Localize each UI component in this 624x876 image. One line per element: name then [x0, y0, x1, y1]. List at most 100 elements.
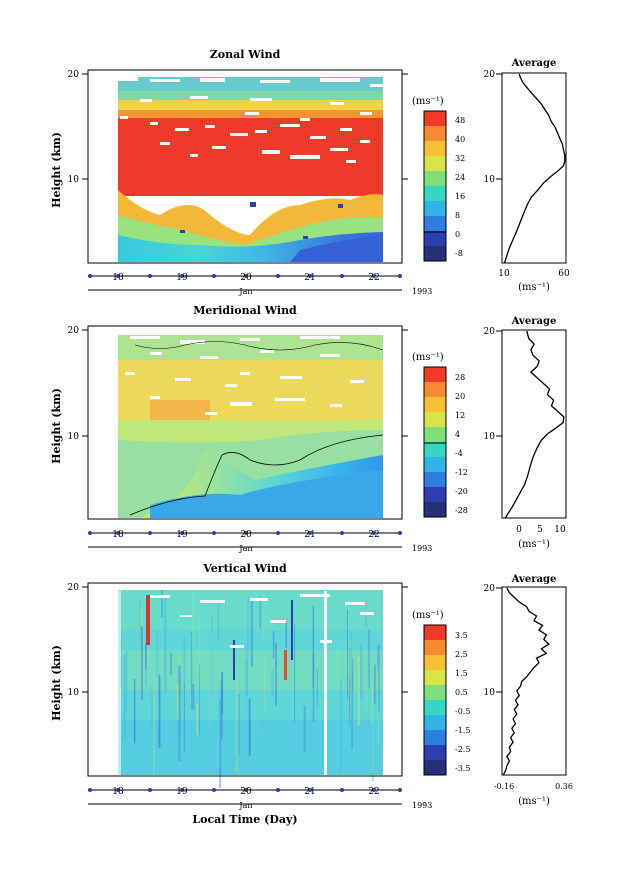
colorbar-swatch [424, 442, 446, 458]
colorbar-unit: (ms⁻¹) [412, 352, 444, 363]
x-tick-label: 21 [304, 530, 315, 540]
y-tick-label: 20 [484, 70, 496, 80]
colorbar-swatch [424, 472, 446, 488]
colorbar-swatch [424, 670, 446, 686]
x-tick-label: 22 [368, 787, 379, 797]
colorbar-swatches [424, 111, 446, 262]
field-streak [272, 631, 275, 659]
missing-data-mask [118, 591, 374, 775]
colorbar: (ms⁻¹) 3.5 2.5 1.5 0.5 -0.5 -1.5 -2.5 -3… [412, 610, 470, 776]
month-label: Jan [238, 287, 252, 296]
y-tick-label: 10 [484, 432, 496, 442]
field-streak [192, 683, 195, 710]
y-axis: 20 10 Height (km) [50, 70, 408, 208]
average-title: Average [511, 58, 557, 69]
field-streak [312, 653, 315, 723]
colorbar-swatch [424, 457, 446, 473]
field-streak [368, 629, 370, 689]
x-axis: 18 19 20 21 22 Jan 1993 [88, 530, 432, 553]
field-streak [153, 676, 155, 775]
field-streak [191, 631, 193, 710]
colorbar-swatch [424, 502, 446, 518]
y-tick-label: 10 [484, 175, 496, 185]
field-streak [263, 658, 265, 710]
field-core-red [118, 118, 383, 196]
field-streak [151, 677, 154, 700]
colorbar-swatch [424, 487, 446, 503]
field-upper-band-2 [118, 77, 383, 91]
year-label: 1993 [412, 801, 432, 810]
colorbar-swatch [424, 141, 446, 157]
colorbar-tick: -20 [455, 487, 468, 496]
colorbar-ticks: 48 40 32 24 16 8 0 -8 [455, 116, 465, 258]
colorbar-tick: 0 [455, 230, 460, 239]
field-streak [252, 594, 255, 629]
colorbar-swatch [424, 685, 446, 701]
y-tick-label: 20 [484, 327, 496, 337]
x-tick-label: -0.16 [494, 782, 515, 791]
year-label: 1993 [412, 544, 432, 553]
colorbar-swatch [424, 625, 446, 641]
field-streak [196, 703, 199, 736]
colorbar-tick: -0.5 [455, 707, 470, 716]
field-streak [217, 600, 220, 640]
x-tick-label: 18 [112, 530, 124, 540]
month-label: Jan [238, 801, 252, 810]
field-streak [221, 689, 223, 738]
colorbar-tick: 1.5 [455, 669, 468, 678]
colorbar-swatches [424, 367, 446, 518]
panel-vertical-average: Average 20 10 -0.16 0.36 (ms⁻¹) [484, 574, 573, 807]
field-streak [139, 598, 141, 643]
colorbar-tick: 20 [455, 392, 465, 401]
x-tick-label: 10 [498, 269, 510, 279]
zero-contour [129, 434, 384, 516]
panel-zonal-average: Average 20 10 10 60 (ms⁻¹) [484, 58, 570, 293]
panel-zonal-wind: Zonal Wind [50, 48, 465, 296]
plot-frame [87, 582, 403, 777]
x-axis-unit: (ms⁻¹) [518, 282, 550, 293]
field-streak [150, 685, 153, 727]
field-streak [183, 683, 185, 753]
x-tick-label: 20 [240, 787, 252, 797]
y-axis: 20 10 Height (km) [50, 583, 408, 721]
field-streak [218, 684, 220, 769]
field-streak [161, 590, 163, 617]
x-tick-label: 21 [304, 787, 315, 797]
field-streak [371, 685, 374, 725]
field-streak [132, 620, 135, 684]
colorbar-swatch [424, 171, 446, 187]
y-tick-label: 20 [68, 583, 80, 593]
x-tick-label: 20 [240, 273, 252, 283]
colorbar-swatch [424, 745, 446, 761]
y-tick-label: 10 [68, 175, 80, 185]
field-streak [374, 664, 376, 704]
x-tick-label: 20 [240, 530, 252, 540]
colorbar-swatch [424, 186, 446, 202]
colorbar-unit: (ms⁻¹) [412, 96, 444, 107]
field-streak [250, 599, 253, 667]
colorbar-swatch [424, 382, 446, 398]
field-streak [238, 693, 240, 754]
panel-vertical-wind: Vertical Wind 20 10 Height (km) [50, 562, 470, 826]
x-tick-label: 21 [304, 273, 315, 283]
colorbar-swatch [424, 201, 446, 217]
colorbar-swatch [424, 246, 446, 262]
field-strong-streak [146, 595, 150, 645]
x-tick-label: 22 [368, 273, 379, 283]
heatmap-field [118, 77, 383, 262]
time-axis-label: Local Time (Day) [192, 813, 297, 826]
field-streak [199, 663, 201, 735]
field-streak [263, 592, 265, 642]
x-tick-label: 18 [112, 273, 124, 283]
colorbar-swatch [424, 412, 446, 428]
y-tick-label: 10 [484, 688, 496, 698]
colorbar-swatch [424, 760, 446, 776]
field-streak [133, 679, 136, 744]
x-axis-unit: (ms⁻¹) [518, 796, 550, 807]
x-tick-label: 0.36 [555, 782, 573, 791]
field-streak [146, 647, 149, 669]
y-tick-label: 20 [484, 584, 496, 594]
field-streak [349, 676, 351, 727]
field-streak [350, 631, 352, 671]
